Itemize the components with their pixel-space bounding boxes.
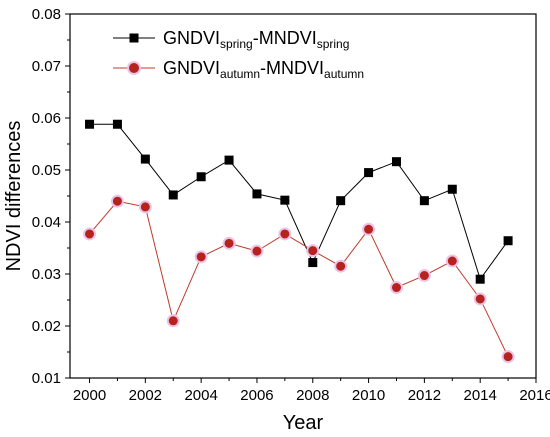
y-tick-label: 0.07 xyxy=(32,58,61,75)
x-tick-label: 2004 xyxy=(184,387,217,404)
data-point-spring xyxy=(112,119,122,129)
data-point-autumn xyxy=(278,227,292,241)
data-point-spring xyxy=(85,119,95,129)
data-point-autumn xyxy=(222,236,236,250)
data-point-spring xyxy=(168,190,178,200)
x-tick-label: 2016 xyxy=(519,387,550,404)
y-tick-label: 0.03 xyxy=(32,266,61,283)
data-point-spring xyxy=(419,196,429,206)
legend-marker-autumn xyxy=(127,61,141,75)
series-layer xyxy=(83,119,515,364)
data-point-spring xyxy=(447,184,457,194)
ticks: 2000 2002 2004 2006 2008 2010 2012 2014 2016 0.01… xyxy=(32,6,550,404)
data-point-autumn xyxy=(166,314,180,328)
legend-item-spring: GNDVIspring-MNDVIspring xyxy=(113,28,349,51)
data-point-spring xyxy=(224,155,234,165)
legend-label-autumn: GNDVIautumn-MNDVIautumn xyxy=(163,58,364,81)
x-tick-label: 2002 xyxy=(129,387,162,404)
data-point-autumn xyxy=(306,244,320,258)
data-point-autumn xyxy=(83,227,97,241)
y-tick-label: 0.01 xyxy=(32,370,61,387)
y-tick-label: 0.02 xyxy=(32,318,61,335)
legend-label-spring: GNDVIspring-MNDVIspring xyxy=(163,28,349,51)
x-tick-label: 2014 xyxy=(464,387,497,404)
y-axis-title: NDVI differences xyxy=(3,121,25,272)
y-tick-label: 0.06 xyxy=(32,110,61,127)
legend-marker-spring xyxy=(129,33,139,43)
data-point-spring xyxy=(252,189,262,199)
x-tick-label: 2000 xyxy=(73,387,106,404)
data-point-autumn xyxy=(362,222,376,236)
x-tick-label: 2012 xyxy=(408,387,441,404)
legend: GNDVIspring-MNDVIspring GNDVIautumn-MNDV… xyxy=(113,28,364,81)
y-tick-label: 0.05 xyxy=(32,162,61,179)
data-point-autumn xyxy=(110,194,124,208)
data-point-autumn xyxy=(389,281,403,295)
series-line-autumn xyxy=(89,200,509,357)
data-point-autumn xyxy=(250,244,264,258)
data-point-autumn xyxy=(334,259,348,273)
legend-item-autumn: GNDVIautumn-MNDVIautumn xyxy=(113,58,364,81)
data-point-spring xyxy=(391,157,401,167)
series-line-spring xyxy=(89,123,509,281)
data-point-spring xyxy=(364,168,374,178)
data-point-spring xyxy=(196,172,206,182)
data-point-spring xyxy=(140,154,150,164)
data-point-spring xyxy=(308,258,318,268)
data-point-autumn xyxy=(501,350,515,364)
data-point-spring xyxy=(503,236,513,246)
x-axis-title: Year xyxy=(283,412,324,434)
y-tick-label: 0.04 xyxy=(32,214,61,231)
y-tick-label: 0.08 xyxy=(32,6,61,23)
data-point-autumn xyxy=(473,292,487,306)
data-point-spring xyxy=(475,274,485,284)
x-tick-label: 2008 xyxy=(296,387,329,404)
data-point-spring xyxy=(280,195,290,205)
x-tick-label: 2010 xyxy=(352,387,385,404)
data-point-autumn xyxy=(194,250,208,264)
data-point-autumn xyxy=(138,200,152,214)
data-point-autumn xyxy=(445,254,459,268)
x-tick-label: 2006 xyxy=(240,387,273,404)
data-point-autumn xyxy=(417,269,431,283)
data-point-spring xyxy=(336,196,346,206)
